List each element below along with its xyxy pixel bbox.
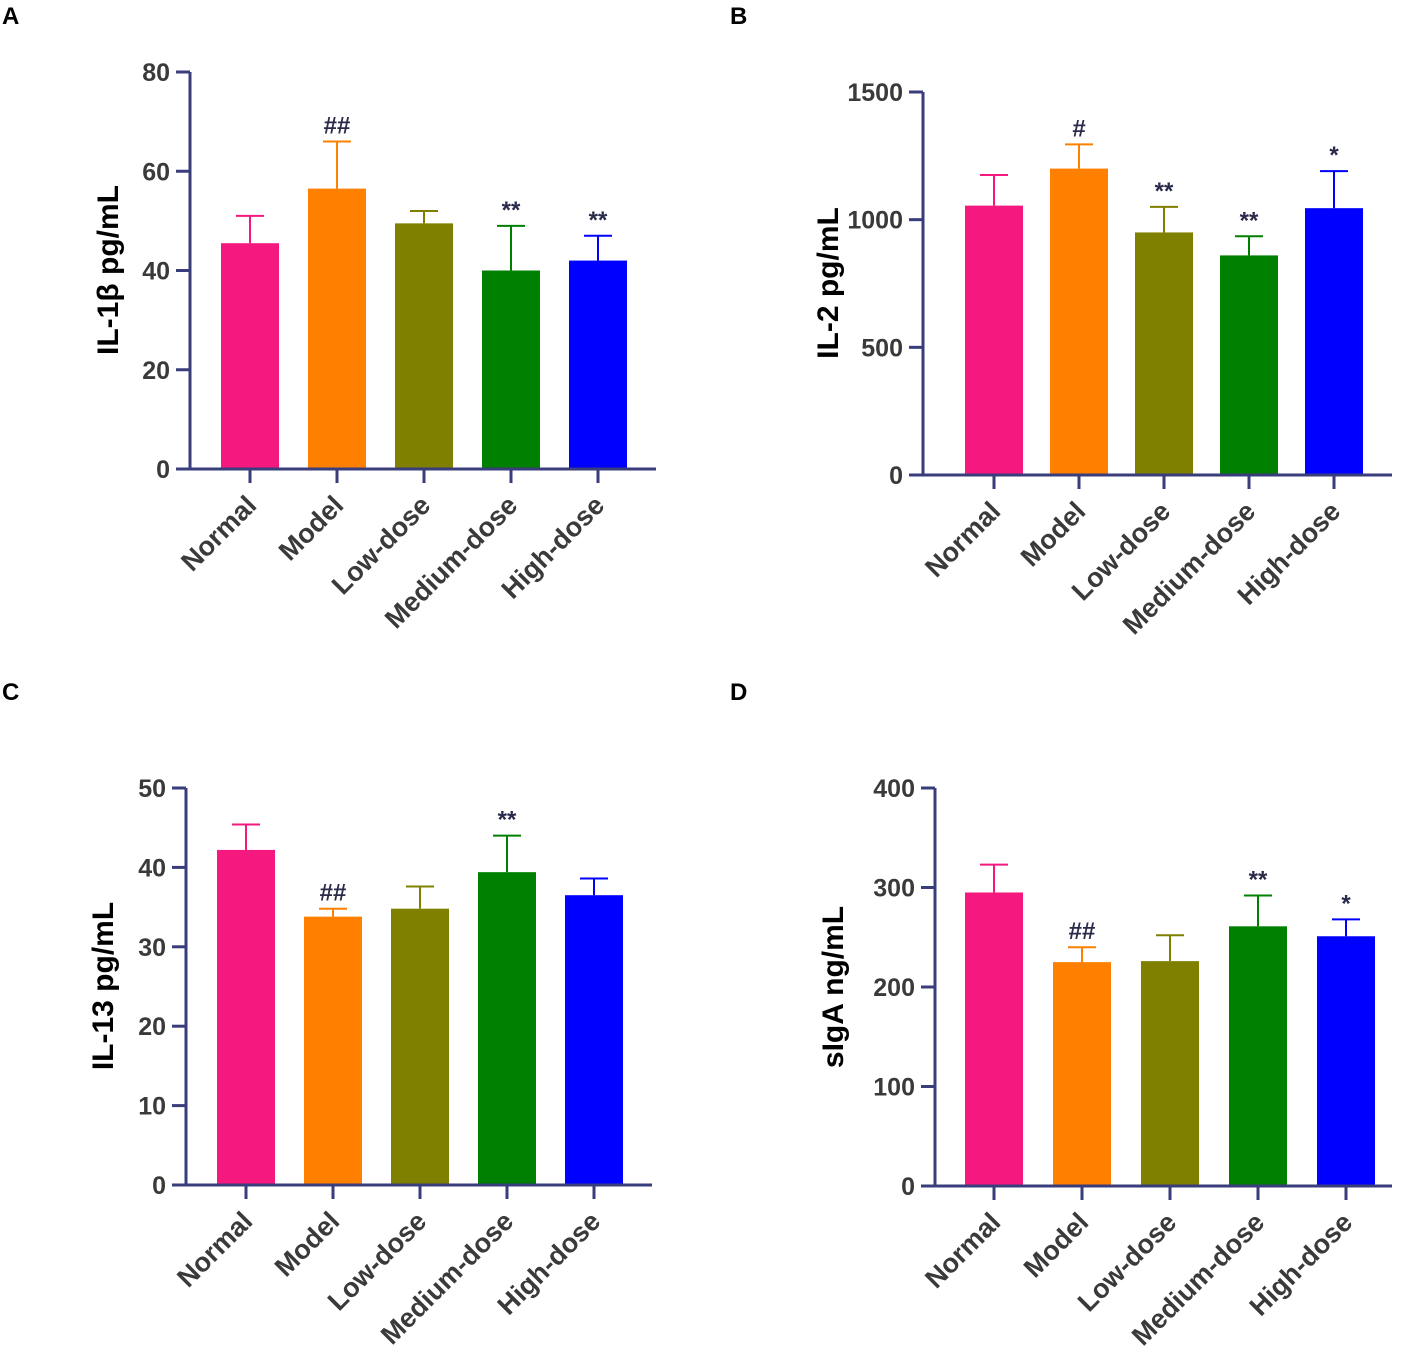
- bar-low-dose: [391, 908, 449, 1185]
- chart-panel-a: AIL-1β pg/mLNormal##ModelLow-dose**Mediu…: [2, 3, 656, 634]
- chart-panel-b: BIL-2 pg/mLNormal#Model**Low-dose**Mediu…: [730, 3, 1392, 640]
- bar-model: [304, 916, 362, 1185]
- significance-label: *: [1329, 142, 1339, 169]
- significance-label: **: [1249, 866, 1268, 893]
- y-tick-label: 300: [873, 875, 915, 903]
- significance-label: ##: [324, 112, 351, 139]
- y-axis-label: IL-2 pg/mL: [812, 207, 845, 359]
- significance-label: **: [1240, 207, 1259, 234]
- bar-model: [308, 188, 366, 469]
- bar-medium-dose: [1229, 926, 1287, 1186]
- significance-label: ##: [320, 880, 347, 907]
- y-tick-label: 500: [861, 334, 903, 362]
- category-label: Normal: [175, 490, 262, 577]
- y-tick-label: 400: [873, 775, 915, 803]
- bar-normal: [221, 243, 279, 469]
- panel-label: B: [730, 3, 747, 30]
- panel-label: A: [2, 3, 19, 30]
- bar-high-dose: [1305, 208, 1363, 475]
- y-tick-label: 30: [138, 934, 166, 962]
- significance-label: *: [1341, 890, 1351, 917]
- category-label: Model: [1018, 1207, 1094, 1283]
- significance-label: **: [589, 207, 608, 234]
- category-label: Model: [1015, 496, 1091, 572]
- bar-normal: [965, 892, 1023, 1186]
- bar-high-dose: [569, 260, 627, 469]
- y-tick-label: 50: [138, 775, 166, 803]
- y-tick-label: 40: [138, 854, 166, 882]
- significance-label: **: [502, 197, 521, 224]
- y-tick-label: 20: [142, 357, 170, 385]
- y-tick-label: 1500: [847, 79, 903, 107]
- y-tick-label: 0: [889, 462, 903, 490]
- bar-high-dose: [565, 895, 623, 1185]
- y-tick-label: 40: [142, 258, 170, 286]
- y-tick-label: 20: [138, 1013, 166, 1041]
- category-label: Model: [269, 1206, 345, 1282]
- y-tick-label: 200: [873, 974, 915, 1002]
- bar-normal: [217, 849, 275, 1185]
- y-tick-label: 80: [142, 59, 170, 87]
- y-tick-label: 0: [156, 456, 170, 484]
- bar-low-dose: [1141, 961, 1199, 1186]
- category-label: Normal: [171, 1206, 258, 1293]
- bar-medium-dose: [478, 872, 536, 1185]
- bar-normal: [965, 205, 1023, 475]
- significance-label: **: [1155, 178, 1174, 205]
- category-label: Normal: [919, 496, 1006, 583]
- y-axis-label: IL-13 pg/mL: [87, 902, 120, 1070]
- y-tick-label: 10: [138, 1093, 166, 1121]
- bar-low-dose: [1135, 232, 1193, 475]
- category-label: Normal: [919, 1207, 1006, 1294]
- bar-model: [1050, 168, 1108, 475]
- y-tick-label: 0: [152, 1172, 166, 1200]
- y-axis-label: IL-1β pg/mL: [92, 185, 125, 355]
- significance-label: #: [1072, 115, 1085, 142]
- bar-high-dose: [1317, 936, 1375, 1186]
- y-tick-label: 0: [901, 1173, 915, 1201]
- bar-medium-dose: [482, 270, 540, 469]
- significance-label: **: [498, 807, 517, 834]
- y-tick-label: 60: [142, 158, 170, 186]
- y-tick-label: 100: [873, 1074, 915, 1102]
- bar-model: [1053, 962, 1111, 1186]
- chart-panel-c: CIL-13 pg/mLNormal##ModelLow-dose**Mediu…: [2, 679, 652, 1348]
- y-axis-label: sIgA ng/mL: [817, 906, 850, 1068]
- significance-label: ##: [1069, 918, 1096, 945]
- category-label: Model: [273, 490, 349, 566]
- bar-low-dose: [395, 223, 453, 469]
- panel-label: D: [730, 679, 747, 706]
- panel-label: C: [2, 679, 19, 706]
- y-tick-label: 1000: [847, 207, 903, 235]
- bar-medium-dose: [1220, 255, 1278, 475]
